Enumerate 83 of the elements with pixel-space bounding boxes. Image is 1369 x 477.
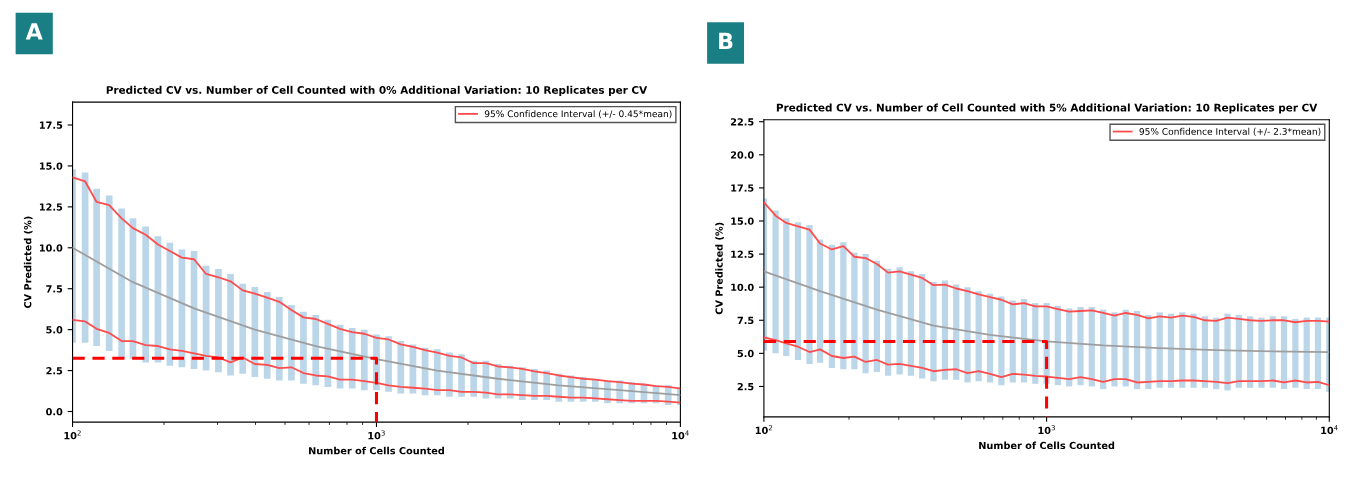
bar [93, 188, 100, 347]
bar [998, 296, 1005, 386]
y-tick-label: 10.0 [731, 283, 754, 292]
y-tick-label: 0.0 [46, 407, 63, 416]
y-tick-label: 5.0 [46, 326, 63, 334]
y-tick-label: 15.0 [731, 217, 754, 225]
y-axis-title: CV Predicted (%) [23, 216, 33, 309]
y-tick-label: 22.5 [730, 118, 754, 126]
bar [1224, 313, 1231, 391]
y-tick-label: 15.0 [39, 162, 63, 170]
x-axis-title: Number of Cells Counted [979, 441, 1115, 450]
text: B [719, 32, 733, 50]
bar [215, 269, 222, 373]
y-tick-label: 2.5 [737, 382, 754, 391]
bar [953, 284, 960, 380]
bar [873, 260, 880, 372]
bar [227, 273, 234, 376]
x-tick-label: 10$^{2}$ [64, 430, 81, 440]
bar [142, 226, 150, 363]
bar [288, 305, 295, 381]
bar [1235, 314, 1242, 388]
bar [1088, 307, 1095, 387]
bar [794, 222, 802, 360]
y-tick-label: 10.0 [39, 244, 63, 252]
bar [263, 291, 271, 379]
bar [1280, 316, 1288, 390]
y-tick-label: 2.5 [46, 367, 63, 375]
y-tick-label: 20.0 [730, 151, 754, 159]
bar [1258, 317, 1265, 388]
bar [1167, 313, 1175, 388]
y-tick-label: 7.5 [737, 316, 754, 325]
x-tick-label: 10$^{3}$ [368, 430, 385, 440]
x-tick-label: 10$^{2}$ [755, 425, 773, 435]
bar [1269, 316, 1276, 388]
bar [1179, 312, 1186, 388]
bar [840, 242, 847, 370]
x-tick-label: 10$^{4}$ [672, 430, 689, 440]
y-tick-label: 12.5 [731, 250, 754, 258]
chart-title: Predicted CV vs. Number of Cell Counted with 0% Additional Variation: 10 Replicates per CV [106, 85, 648, 96]
bar [1156, 312, 1163, 388]
y-tick-label: 12.5 [39, 203, 63, 211]
bar [975, 291, 982, 382]
x-axis-title: Number of Cells Counted [309, 446, 444, 455]
bar [930, 281, 937, 382]
bar [105, 195, 113, 351]
line-series [763, 336, 1330, 387]
bar [806, 224, 813, 364]
line-series [763, 201, 1330, 324]
bar [772, 210, 779, 354]
y-tick-label: 7.5 [46, 285, 63, 293]
line-series [72, 176, 681, 390]
bar [1190, 313, 1197, 388]
x-tick-label: 10$^{4}$ [1321, 425, 1338, 435]
y-tick-label: 5.0 [737, 349, 754, 358]
bar [964, 287, 971, 383]
bar [1111, 312, 1118, 387]
bar [1122, 309, 1129, 387]
legend-label: 95% Confidence Interval (+/- 2.3*mean) [1139, 127, 1321, 136]
x-tick-label: 10$^{3}$ [1038, 425, 1055, 435]
line-series [72, 246, 681, 397]
y-tick-label: 17.5 [39, 121, 63, 129]
bar [300, 311, 307, 384]
bar [896, 267, 903, 375]
line-series [763, 270, 1330, 353]
bar [118, 208, 125, 358]
bar [348, 328, 356, 389]
y-tick-label: 17.5 [731, 184, 754, 192]
text: A [25, 23, 43, 40]
bar [828, 244, 836, 368]
line-series [72, 318, 681, 404]
bar [1201, 316, 1209, 388]
chart-title: Predicted CV vs. Number of Cell Counted with 5% Additional Variation: 10 Replicates per CV [776, 103, 1318, 114]
bar [1100, 309, 1107, 390]
bar [816, 239, 824, 363]
bar [275, 296, 283, 381]
y-axis-title: CV Predicted (%) [715, 222, 724, 315]
bar [783, 218, 790, 357]
bar [851, 252, 858, 370]
bar [1066, 308, 1073, 387]
bar [1077, 307, 1084, 386]
bar [919, 273, 926, 379]
bar [239, 283, 247, 374]
legend-label: 95% Confidence Interval (+/- 0.45*mean) [484, 110, 672, 119]
